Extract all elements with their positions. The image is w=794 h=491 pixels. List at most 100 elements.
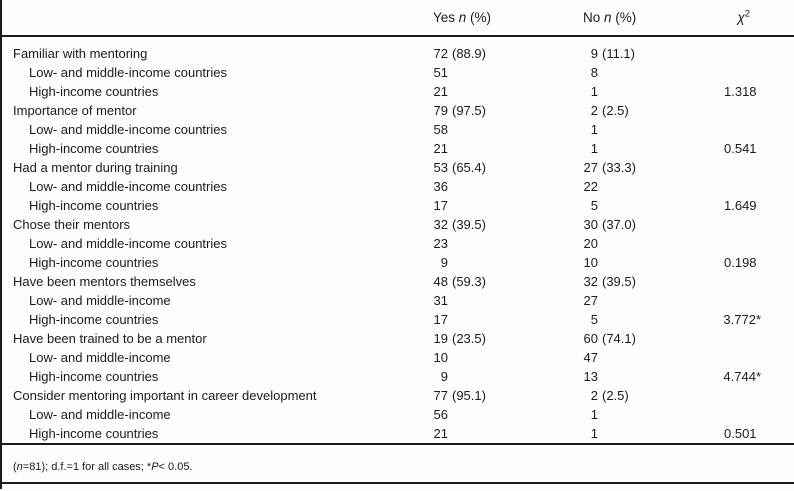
- row-label-cell: Had a mentor during training: [0, 158, 433, 177]
- significance-asterisk: [754, 44, 761, 63]
- cell-no: 1: [583, 405, 724, 424]
- chi-squared-value: 1.649: [724, 198, 757, 213]
- significance-asterisk: *: [755, 369, 761, 384]
- significance-asterisk: [754, 272, 761, 291]
- row-label-cell: Have been mentors themselves: [0, 272, 433, 291]
- table-row: Had a mentor during training 53 (65.4) 27…: [0, 158, 794, 177]
- yes-count: 51: [433, 65, 448, 80]
- col-header-no: No n (%): [583, 10, 724, 25]
- cell-no: 30 (37.0): [583, 215, 724, 234]
- yes-count: 36: [433, 179, 448, 194]
- left-border-rule: [0, 0, 2, 489]
- yes-count: 56: [433, 407, 448, 422]
- row-label-cell: Low- and middle-income: [0, 348, 433, 367]
- footnote-text: (: [13, 461, 17, 473]
- no-count: 1: [590, 122, 598, 137]
- cell-yes: 79 (97.5): [433, 101, 583, 120]
- row-label: High-income countries: [29, 255, 159, 270]
- cell-chi-squared: [724, 329, 794, 348]
- row-label: High-income countries: [29, 198, 159, 213]
- yes-count: 23: [433, 236, 448, 251]
- cell-yes: 21: [433, 82, 583, 101]
- yes-count: 9: [440, 369, 448, 384]
- no-n-symbol: n: [604, 10, 612, 25]
- cell-yes: 10: [433, 348, 583, 367]
- significance-asterisk: [754, 348, 761, 367]
- no-count: 13: [583, 369, 598, 384]
- cell-no: 27 (33.3): [583, 158, 724, 177]
- cell-yes: 23: [433, 234, 583, 253]
- row-label-cell: High-income countries: [0, 196, 433, 215]
- no-count: 32: [583, 274, 598, 289]
- cell-chi-squared: [724, 234, 794, 253]
- significance-asterisk: [754, 405, 761, 424]
- no-count: 10: [583, 255, 598, 270]
- no-percent: (39.5): [602, 274, 636, 289]
- table-row: Low- and middle-income countries 58 1: [0, 120, 794, 139]
- table-row: Low- and middle-income countries 23 20: [0, 234, 794, 253]
- table-row: Familiar with mentoring 72 (88.9) 9 (11.1): [0, 44, 794, 63]
- cell-yes: 72 (88.9): [433, 44, 583, 63]
- significance-asterisk: [754, 101, 761, 120]
- no-count: 27: [583, 160, 598, 175]
- no-count: 20: [583, 236, 598, 251]
- row-label: Low- and middle-income countries: [29, 122, 227, 137]
- row-label: High-income countries: [29, 141, 159, 156]
- no-count: 5: [590, 198, 598, 213]
- cell-yes: 32 (39.5): [433, 215, 583, 234]
- row-label-cell: High-income countries: [0, 82, 433, 101]
- yes-count: 48: [433, 274, 448, 289]
- yes-count: 10: [433, 350, 448, 365]
- cell-no: 60 (74.1): [583, 329, 724, 348]
- significance-asterisk: [757, 196, 761, 215]
- no-percent: (11.1): [602, 46, 635, 61]
- row-label: Consider mentoring important in career d…: [13, 388, 317, 403]
- row-label-cell: Chose their mentors: [0, 215, 433, 234]
- yes-n-symbol: n: [458, 10, 467, 25]
- cell-no: 32 (39.5): [583, 272, 724, 291]
- yes-percent: (23.5): [452, 331, 486, 346]
- cell-no: 13: [583, 367, 724, 386]
- significance-asterisk: [754, 63, 761, 82]
- table-row: High-income countries 17 5 1.649: [0, 196, 794, 215]
- significance-asterisk: [754, 329, 761, 348]
- cell-yes: 9: [433, 253, 583, 272]
- cell-no: 2 (2.5): [583, 386, 724, 405]
- cell-no: 1: [583, 82, 724, 101]
- significance-asterisk: [757, 253, 761, 272]
- row-label: Importance of mentor: [13, 103, 137, 118]
- footnote-text: =81); d.f.=1 for all cases; *: [22, 461, 152, 473]
- cell-chi-squared: [724, 177, 794, 196]
- row-label-cell: Low- and middle-income countries: [0, 63, 433, 82]
- no-count: 1: [590, 426, 598, 441]
- row-label-cell: Consider mentoring important in career d…: [0, 386, 433, 405]
- cell-yes: 17: [433, 310, 583, 329]
- cell-no: 8: [583, 63, 724, 82]
- yes-percent: (65.4): [452, 160, 486, 175]
- cell-chi-squared: [724, 405, 794, 424]
- row-label-cell: Importance of mentor: [0, 101, 433, 120]
- cell-no: 27: [583, 291, 724, 310]
- cell-no: 5: [583, 196, 724, 215]
- yes-percent: (39.5): [452, 217, 486, 232]
- cell-chi-squared: [724, 120, 794, 139]
- significance-asterisk: [757, 139, 761, 158]
- no-count: 2: [590, 388, 598, 403]
- table-body: Familiar with mentoring 72 (88.9) 9 (11.1)…: [0, 37, 794, 443]
- row-label-cell: Low- and middle-income countries: [0, 177, 433, 196]
- table-row: Consider mentoring important in career d…: [0, 386, 794, 405]
- chi-squared-value: 0.198: [724, 255, 757, 270]
- yes-percent: (97.5): [452, 103, 486, 118]
- yes-count: 72: [433, 46, 448, 61]
- cell-chi-squared: 1.318: [724, 82, 794, 101]
- yes-count: 17: [433, 312, 448, 327]
- table-footnote: (n=81); d.f.=1 for all cases; *P< 0.05.: [0, 443, 794, 484]
- cell-no: 1: [583, 120, 724, 139]
- no-percent: (37.0): [602, 217, 636, 232]
- table-row: Importance of mentor 79 (97.5) 2 (2.5): [0, 101, 794, 120]
- row-label: High-income countries: [29, 369, 159, 384]
- cell-yes: 53 (65.4): [433, 158, 583, 177]
- yes-percent: (59.3): [452, 274, 486, 289]
- yes-percent: (95.1): [452, 388, 486, 403]
